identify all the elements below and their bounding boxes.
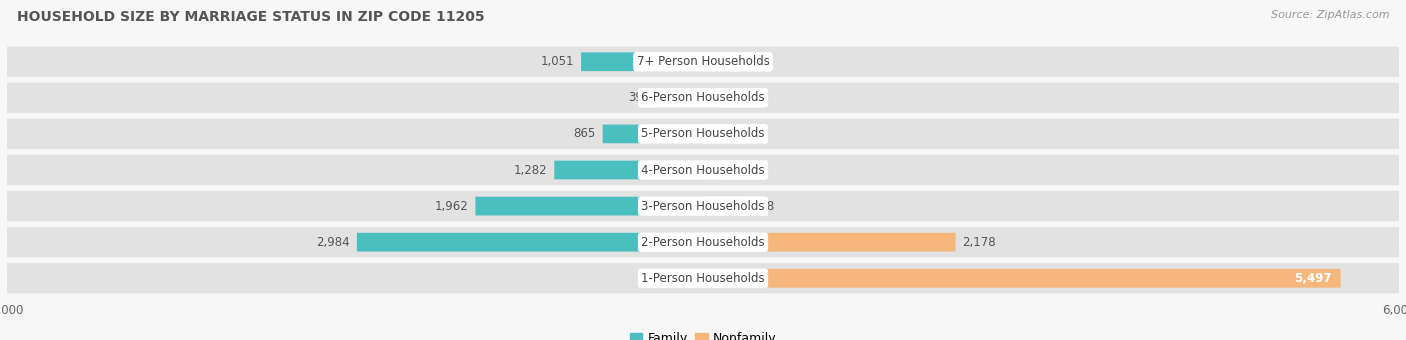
FancyBboxPatch shape (603, 124, 703, 143)
Text: 18: 18 (711, 128, 727, 140)
Text: 1-Person Households: 1-Person Households (641, 272, 765, 285)
Text: 1,282: 1,282 (513, 164, 547, 176)
FancyBboxPatch shape (703, 197, 745, 216)
FancyBboxPatch shape (703, 233, 956, 252)
Text: 146: 146 (727, 164, 749, 176)
Text: 1,051: 1,051 (541, 55, 574, 68)
FancyBboxPatch shape (703, 88, 717, 107)
FancyBboxPatch shape (703, 269, 1341, 288)
Text: 0: 0 (740, 55, 748, 68)
Text: 1,962: 1,962 (434, 200, 468, 212)
Text: 394: 394 (628, 91, 651, 104)
FancyBboxPatch shape (703, 160, 720, 180)
Text: 7+ Person Households: 7+ Person Households (637, 55, 769, 68)
FancyBboxPatch shape (7, 83, 1399, 113)
FancyBboxPatch shape (7, 155, 1399, 185)
Text: 368: 368 (752, 200, 775, 212)
FancyBboxPatch shape (581, 52, 703, 71)
FancyBboxPatch shape (357, 233, 703, 252)
Text: 5-Person Households: 5-Person Households (641, 128, 765, 140)
Text: 6-Person Households: 6-Person Households (641, 91, 765, 104)
FancyBboxPatch shape (7, 47, 1399, 77)
FancyBboxPatch shape (657, 88, 703, 107)
Text: Source: ZipAtlas.com: Source: ZipAtlas.com (1271, 10, 1389, 20)
FancyBboxPatch shape (475, 197, 703, 216)
Text: 2,178: 2,178 (963, 236, 997, 249)
Text: 4-Person Households: 4-Person Households (641, 164, 765, 176)
Text: 2-Person Households: 2-Person Households (641, 236, 765, 249)
FancyBboxPatch shape (554, 160, 703, 180)
FancyBboxPatch shape (7, 227, 1399, 257)
FancyBboxPatch shape (7, 191, 1399, 221)
Text: 5,497: 5,497 (1294, 272, 1331, 285)
Text: 116: 116 (724, 91, 747, 104)
Text: 865: 865 (574, 128, 596, 140)
Text: 2,984: 2,984 (316, 236, 350, 249)
Text: 3-Person Households: 3-Person Households (641, 200, 765, 212)
FancyBboxPatch shape (7, 119, 1399, 149)
Text: HOUSEHOLD SIZE BY MARRIAGE STATUS IN ZIP CODE 11205: HOUSEHOLD SIZE BY MARRIAGE STATUS IN ZIP… (17, 10, 485, 24)
FancyBboxPatch shape (703, 124, 704, 143)
FancyBboxPatch shape (7, 263, 1399, 293)
Legend: Family, Nonfamily: Family, Nonfamily (624, 327, 782, 340)
